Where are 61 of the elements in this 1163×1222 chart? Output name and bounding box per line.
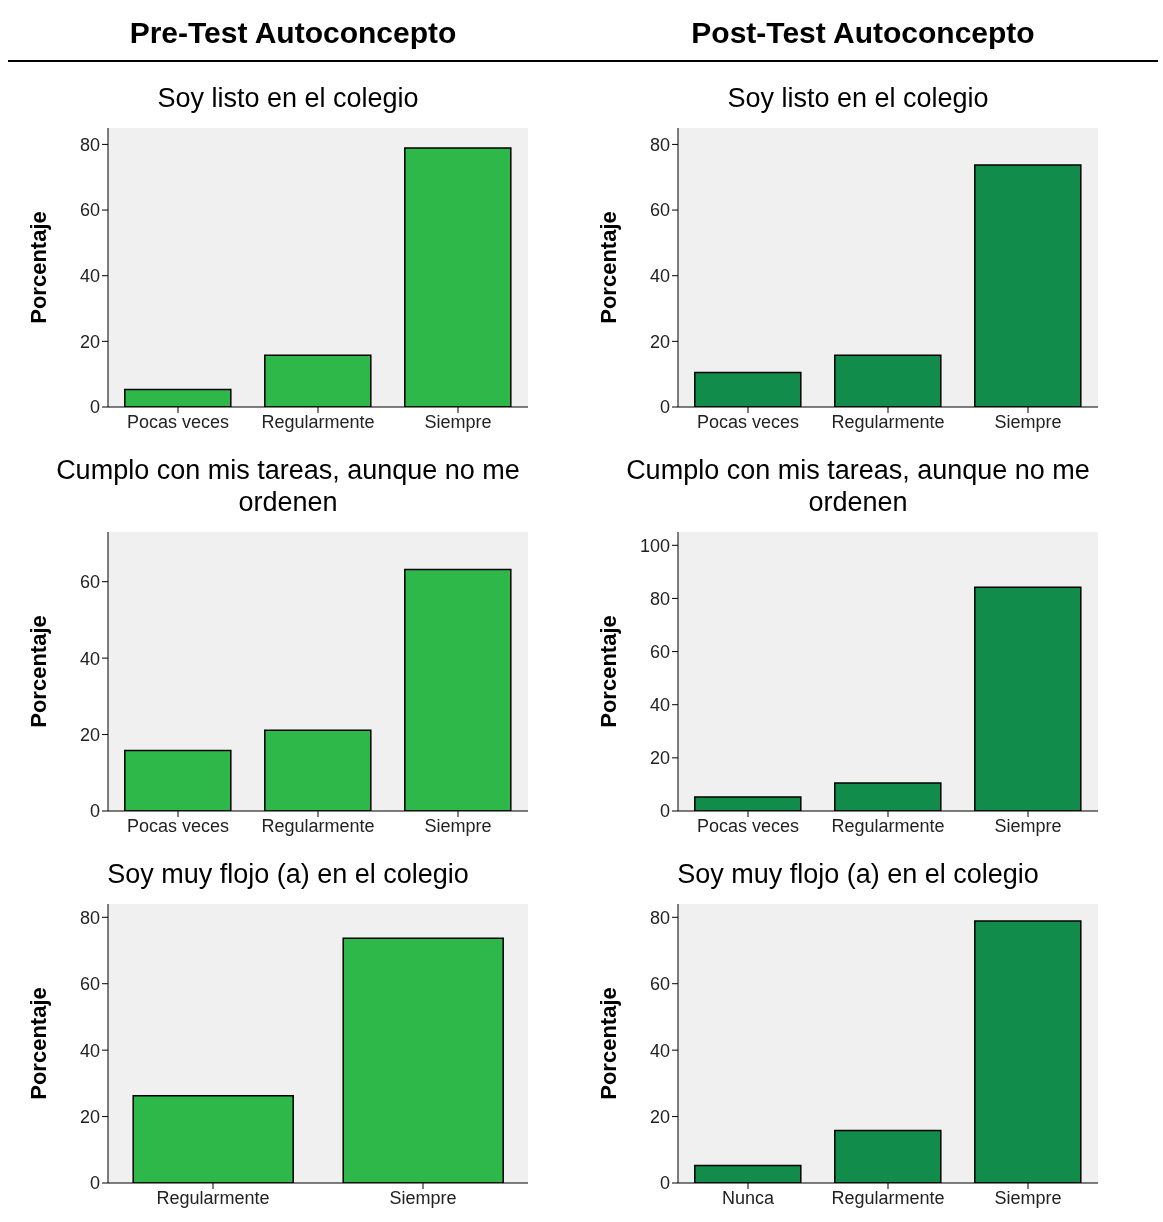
chart-title: Soy listo en el colegio: [156, 82, 420, 114]
y-tick-label: 40: [79, 648, 100, 669]
y-axis-title: Porcentaje: [25, 615, 51, 728]
y-tick-label: 60: [649, 641, 670, 662]
y-tick-label: 80: [649, 907, 670, 928]
x-tick-label: Regularmente: [261, 411, 375, 432]
y-tick-label: 20: [79, 1106, 100, 1127]
y-axis-title: Porcentaje: [595, 615, 621, 728]
chart-title: Cumplo con mis tareas, aunque no me ordenen: [55, 454, 521, 518]
y-tick-label: 0: [659, 801, 670, 822]
y-tick-label: 80: [79, 134, 100, 155]
x-tick-label: Regularmente: [261, 815, 375, 836]
chart-title: Soy muy flojo (a) en el colegio: [106, 858, 470, 890]
x-tick-label: Regularmente: [831, 1187, 945, 1208]
x-tick-label: Siempre: [389, 1187, 457, 1208]
x-tick-label: Regularmente: [831, 411, 945, 432]
x-tick-label: Pocas veces: [126, 815, 230, 836]
x-tick-label: Pocas veces: [696, 815, 800, 836]
y-tick-label: 80: [79, 907, 100, 928]
y-tick-label: 80: [649, 134, 670, 155]
x-tick-label: Nunca: [721, 1187, 775, 1208]
y-tick-label: 40: [79, 266, 100, 287]
y-axis-title: Porcentaje: [595, 211, 621, 324]
y-tick-label: 60: [79, 974, 100, 995]
y-tick-label: 60: [79, 572, 100, 593]
y-axis-title: Porcentaje: [25, 211, 51, 324]
chart-title: Soy listo en el colegio: [726, 82, 990, 114]
y-tick-label: 20: [649, 1106, 670, 1127]
y-tick-label: 40: [79, 1040, 100, 1061]
y-tick-label: 0: [659, 397, 670, 418]
y-tick-label: 20: [649, 748, 670, 769]
chart-title: Soy muy flojo (a) en el colegio: [676, 858, 1040, 890]
y-tick-label: 60: [649, 200, 670, 221]
x-tick-label: Siempre: [424, 815, 492, 836]
chart-title: Cumplo con mis tareas, aunque no me ordenen: [625, 454, 1091, 518]
x-tick-label: Pocas veces: [126, 411, 230, 432]
chart-subtitle: Post-Test Autoconcepto: [690, 15, 1036, 51]
y-tick-label: 20: [649, 331, 670, 352]
x-tick-label: Regularmente: [156, 1187, 270, 1208]
chart-subtitle: Pre-Test Autoconcepto: [128, 15, 458, 51]
y-tick-label: 80: [649, 588, 670, 609]
y-tick-label: 0: [89, 397, 100, 418]
y-tick-label: 0: [89, 1173, 100, 1194]
x-tick-label: Siempre: [994, 411, 1062, 432]
y-axis-title: Porcentaje: [595, 987, 621, 1100]
y-tick-label: 100: [639, 535, 670, 556]
y-tick-label: 0: [659, 1173, 670, 1194]
y-tick-label: 40: [649, 695, 670, 716]
y-tick-label: 0: [89, 801, 100, 822]
y-tick-label: 20: [79, 331, 100, 352]
y-tick-label: 40: [649, 1040, 670, 1061]
y-tick-label: 40: [649, 266, 670, 287]
x-tick-label: Pocas veces: [696, 411, 800, 432]
y-tick-label: 60: [79, 200, 100, 221]
y-tick-label: 60: [649, 974, 670, 995]
y-axis-title: Porcentaje: [25, 987, 51, 1100]
x-tick-label: Siempre: [994, 815, 1062, 836]
x-tick-label: Siempre: [994, 1187, 1062, 1208]
y-tick-label: 20: [79, 724, 100, 745]
x-tick-label: Siempre: [424, 411, 492, 432]
x-tick-label: Regularmente: [831, 815, 945, 836]
